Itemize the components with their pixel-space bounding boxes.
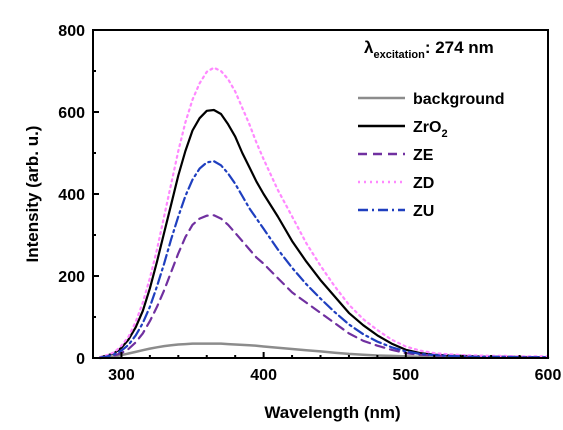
legend-label-zd: ZD	[413, 175, 434, 192]
legend-label-background: background	[413, 91, 505, 108]
series-line-zro2	[99, 108, 550, 359]
x-tick-label-600: 600	[535, 367, 562, 384]
series-line-ze	[99, 214, 550, 359]
lambda-symbol: λ	[364, 38, 374, 57]
excitation-value: : 274 nm	[425, 38, 494, 57]
y-tick-label-0: 0	[76, 351, 85, 368]
x-axis-ticks: 300 400 500 600	[92, 352, 562, 384]
series-layer	[98, 66, 550, 360]
plot-frame	[92, 29, 549, 359]
y-tick-label-600: 600	[58, 105, 85, 122]
x-tick-label-300: 300	[108, 367, 135, 384]
plot-area: 300 400 500 600 0 200 400 600 800	[58, 23, 561, 384]
legend-label-ze: ZE	[413, 147, 434, 164]
x-tick-label-400: 400	[250, 367, 277, 384]
legend-label-zu: ZU	[413, 203, 434, 220]
series-line-zd	[99, 66, 550, 359]
y-tick-label-400: 400	[58, 187, 85, 204]
excitation-subscript: excitation	[373, 49, 425, 61]
legend-label-zro2: ZrO2	[413, 119, 448, 140]
y-axis-ticks: 0 200 400 600 800	[58, 23, 99, 368]
excitation-annotation: λexcitation: 274 nm	[364, 38, 494, 61]
x-tick-label-500: 500	[392, 367, 419, 384]
y-axis-title: Intensity (arb. u.)	[23, 126, 42, 263]
series-line-zu	[99, 160, 550, 359]
y-tick-label-800: 800	[58, 23, 85, 40]
y-tick-label-200: 200	[58, 269, 85, 286]
legend: background ZrO2 ZE ZD ZU	[358, 91, 505, 220]
x-axis-title: Wavelength (nm)	[264, 403, 400, 422]
